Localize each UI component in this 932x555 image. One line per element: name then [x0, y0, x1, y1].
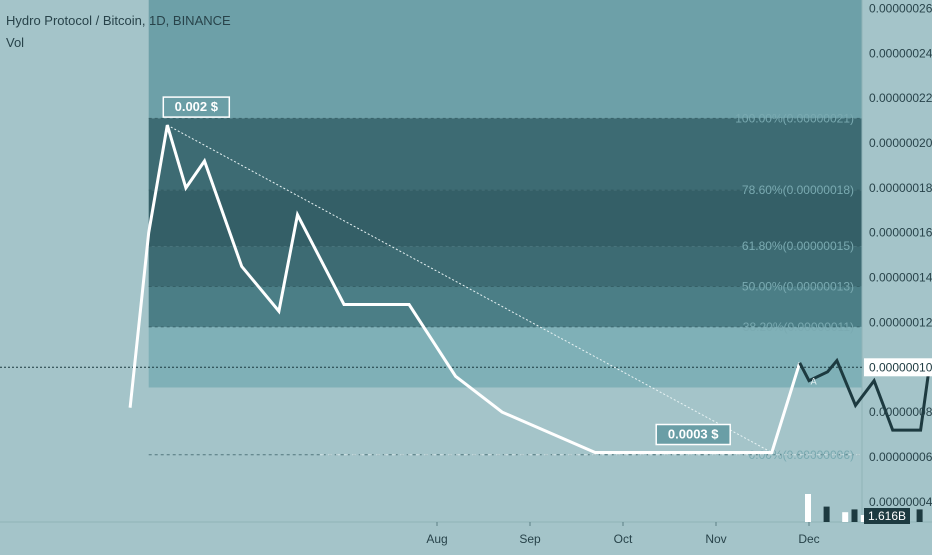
- y-tick-label: 0.00000024: [869, 46, 932, 60]
- y-tick-label: 0.00000012: [869, 315, 932, 329]
- fib-level-label: 100.00%(0.00000021): [735, 111, 854, 125]
- x-tick-label: Nov: [705, 532, 726, 546]
- price-annotation-box: [655, 423, 731, 446]
- volume-value-badge: [864, 508, 910, 524]
- price-annotation-label: 0.002 $: [175, 99, 219, 114]
- volume-label: Vol: [6, 35, 25, 50]
- price-annotation-label: 0.0003 $: [668, 427, 719, 442]
- volume-bar: [916, 509, 923, 522]
- price-series-line-recent[interactable]: [798, 357, 932, 432]
- fib-zone-band: [148, 326, 862, 388]
- y-tick-label: 0.00000006: [869, 450, 932, 464]
- x-tick-label: Sep: [519, 532, 541, 546]
- volume-bar: [860, 515, 867, 522]
- y-tick-label: 0.00000008: [869, 405, 932, 419]
- y-tick-label: 0.00000020: [869, 136, 932, 150]
- y-tick-label: 0.00000018: [869, 181, 932, 195]
- volume-bar: [842, 512, 849, 522]
- chart-title: Hydro Protocol / Bitcoin, 1D, BINANCE: [6, 13, 231, 28]
- x-tick-label: Oct: [614, 532, 633, 546]
- x-tick-label: Dec: [798, 532, 819, 546]
- y-tick-label: 0.00000014: [869, 271, 932, 285]
- volume-bar: [805, 494, 811, 522]
- y-tick-label: 0.00000026: [869, 1, 932, 15]
- current-price-badge: [864, 358, 932, 377]
- current-price-label: 0.00000010: [869, 360, 932, 374]
- x-tick-label: Aug: [426, 532, 447, 546]
- y-tick-label: 0.00000004: [869, 495, 932, 509]
- fib-zone-band: [148, 190, 862, 247]
- price-series-line[interactable]: [128, 124, 802, 454]
- volume-bar: [851, 509, 858, 522]
- fib-zone-band: [148, 118, 862, 191]
- fib-level-label: 38.20%(0.00000011): [743, 320, 854, 334]
- volume-bar: [823, 506, 830, 522]
- y-tick-label: 0.00000016: [869, 226, 932, 240]
- point-marker: A: [811, 377, 817, 387]
- fib-level-label: 50.00%(0.00000013): [742, 280, 854, 294]
- fib-zone-band: [148, 286, 862, 327]
- y-tick-label: 0.00000022: [869, 91, 932, 105]
- volume-value-label: 1.616B: [868, 509, 906, 523]
- fib-zone-above: [148, 0, 862, 119]
- price-annotation-box: [162, 96, 231, 118]
- fib-trend-line: [167, 124, 773, 453]
- fib-level-label: 78.60%(0.00000018): [742, 183, 854, 197]
- fib-zone-band: [148, 246, 862, 287]
- fib-level-label: 61.80%(0.00000015): [742, 239, 854, 253]
